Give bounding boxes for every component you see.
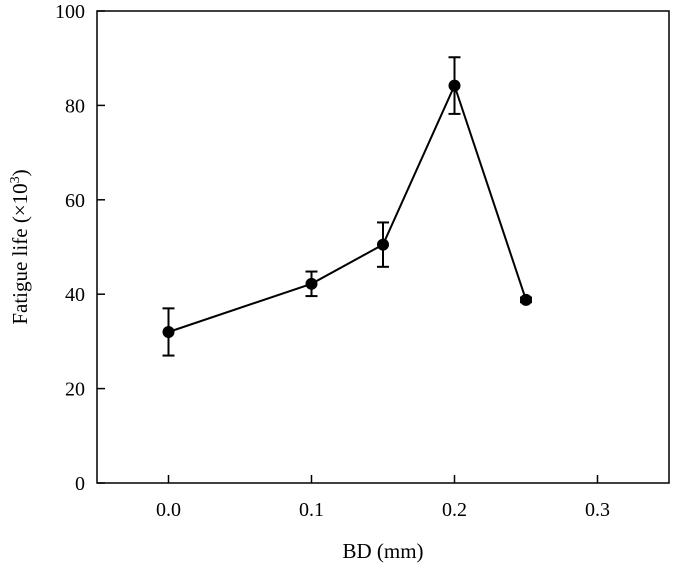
x-tick-label: 0.1 [299,499,324,521]
y-tick-label: 100 [55,1,85,23]
y-tick-label: 40 [65,284,85,306]
ticks [97,10,599,484]
markers [162,79,532,338]
data-point [377,238,389,251]
y-tick-label: 80 [65,95,85,117]
y-axis-title-sup: 3 [8,176,23,183]
x-axis-title: BD (mm) [342,539,423,563]
data-point [448,79,461,92]
y-axis-title-main: Fatigue life (×10 [8,183,32,324]
data-point [305,277,318,290]
data-point [520,293,532,306]
x-tick-label: 0.0 [156,499,181,521]
series-line [168,82,527,333]
tick-labels: 0.0 0.1 0.2 0.3 0 20 40 60 80 100 [55,1,610,521]
x-tick-label: 0.3 [585,499,610,521]
x-tick-label: 0.2 [442,499,467,521]
y-axis-title: Fatigue life (×103) [8,169,32,324]
y-tick-label: 60 [65,190,85,212]
plot-frame [96,10,670,484]
y-tick-label: 0 [75,473,85,495]
data-point [162,325,175,338]
error-bars [162,56,532,357]
y-axis-title-close: ) [8,169,32,176]
y-tick-label: 20 [65,379,85,401]
